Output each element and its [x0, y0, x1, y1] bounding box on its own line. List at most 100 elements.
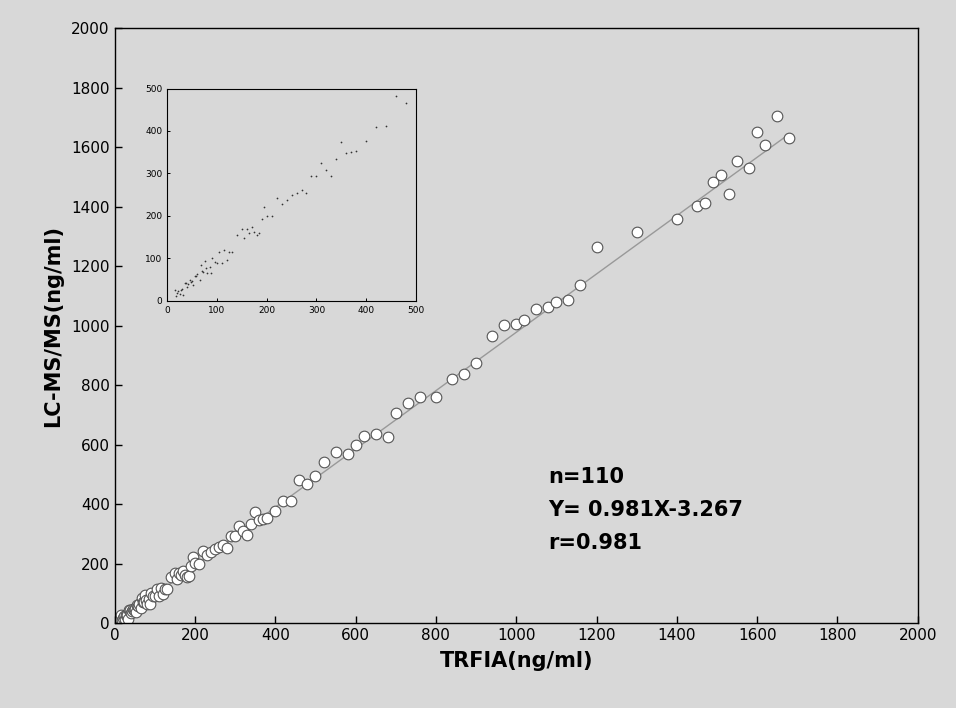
Point: [541, 302, 556, 313]
Point: [315, 456, 331, 467]
Point: [237, 232, 252, 244]
Point: [275, 496, 291, 507]
Point: [206, 257, 222, 268]
Point: [268, 506, 283, 517]
Point: [163, 571, 179, 583]
Point: [122, 605, 138, 616]
Point: [401, 397, 416, 409]
Point: [167, 284, 183, 295]
Point: [131, 599, 146, 610]
Point: [358, 135, 374, 147]
Point: [729, 156, 745, 167]
Point: [207, 543, 223, 554]
Point: [138, 590, 153, 601]
Point: [180, 281, 195, 292]
Point: [116, 610, 131, 622]
Point: [240, 530, 255, 541]
Point: [184, 276, 199, 287]
Point: [136, 597, 151, 608]
Point: [123, 607, 139, 619]
Text: n=110
Y= 0.981X-3.267
r=0.981: n=110 Y= 0.981X-3.267 r=0.981: [549, 467, 743, 553]
Point: [177, 277, 192, 288]
Point: [318, 164, 334, 176]
Point: [428, 391, 444, 402]
Point: [215, 539, 230, 551]
Point: [509, 318, 524, 329]
Point: [209, 257, 225, 268]
Point: [496, 319, 511, 331]
Point: [212, 246, 228, 258]
Point: [388, 408, 403, 419]
Point: [127, 603, 142, 615]
Point: [750, 127, 765, 138]
Point: [191, 558, 206, 569]
Point: [115, 614, 130, 625]
Point: [309, 171, 324, 182]
Point: [171, 567, 186, 578]
Point: [170, 285, 185, 297]
Point: [149, 583, 164, 595]
Point: [368, 428, 383, 439]
Point: [175, 566, 190, 577]
Point: [204, 268, 219, 279]
Point: [220, 542, 235, 554]
Point: [255, 513, 271, 525]
Point: [143, 588, 159, 599]
Point: [722, 188, 737, 200]
Point: [697, 198, 712, 209]
Point: [120, 613, 135, 624]
Point: [279, 195, 294, 206]
Point: [169, 287, 185, 299]
Point: [173, 569, 188, 581]
Point: [248, 506, 263, 518]
Point: [388, 91, 403, 102]
Point: [529, 304, 544, 315]
Point: [184, 560, 199, 571]
Point: [133, 603, 148, 614]
Point: [589, 241, 604, 252]
Point: [234, 224, 250, 235]
Point: [561, 295, 576, 306]
Point: [189, 268, 205, 280]
Point: [456, 368, 471, 379]
Point: [669, 213, 684, 224]
Point: [214, 257, 229, 268]
Point: [120, 609, 135, 620]
Point: [259, 210, 274, 222]
Point: [264, 210, 279, 222]
Point: [135, 593, 150, 604]
Point: [300, 479, 315, 490]
Point: [172, 289, 187, 300]
Point: [182, 275, 197, 286]
Point: [251, 514, 267, 525]
Point: [324, 170, 339, 181]
Point: [195, 545, 210, 556]
Point: [142, 598, 158, 610]
Point: [269, 192, 284, 203]
Point: [182, 570, 197, 581]
Point: [188, 270, 204, 282]
Point: [130, 600, 145, 612]
Point: [224, 530, 239, 542]
Point: [141, 593, 157, 605]
Point: [228, 530, 243, 542]
Point: [126, 604, 141, 615]
Point: [399, 97, 414, 108]
Point: [256, 201, 272, 212]
Point: [179, 278, 194, 289]
Point: [181, 278, 196, 290]
Point: [168, 290, 184, 302]
Point: [299, 188, 315, 199]
Point: [145, 590, 161, 602]
Point: [292, 474, 307, 486]
Point: [169, 573, 185, 585]
Point: [167, 567, 183, 578]
Point: [231, 521, 247, 532]
Point: [349, 145, 364, 156]
Point: [121, 605, 137, 616]
Point: [314, 157, 329, 169]
Point: [129, 600, 144, 611]
Point: [204, 547, 219, 558]
Point: [274, 198, 290, 209]
Point: [293, 184, 309, 195]
